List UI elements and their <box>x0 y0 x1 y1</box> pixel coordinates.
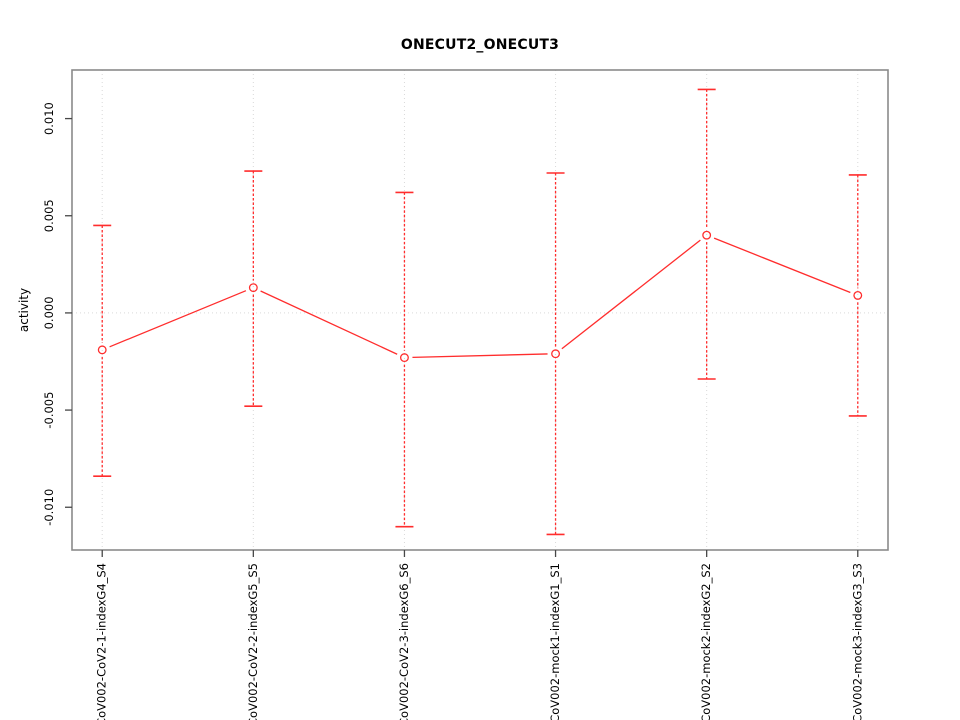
x-category-label: CoV002-mock3-indexG3_S3 <box>850 563 864 720</box>
y-tick-label: 0.000 <box>42 296 56 329</box>
plot-box <box>71 69 889 551</box>
data-point-marker <box>97 345 107 355</box>
y-tick-label: 0.010 <box>42 102 56 135</box>
x-category-label: CoV002-CoV2-2-indexG5_S5 <box>246 563 260 720</box>
y-tick-label: -0.005 <box>42 392 56 429</box>
series-line-segment <box>412 353 548 359</box>
x-category-label: CoV002-mock2-indexG2_S2 <box>699 563 713 720</box>
series-line-segment <box>109 290 247 348</box>
data-point-marker <box>248 283 258 293</box>
chart-title: ONECUT2_ONECUT3 <box>400 37 560 53</box>
data-point-marker <box>551 349 561 359</box>
x-category-label: CoV002-CoV2-3-indexG6_S6 <box>397 563 411 720</box>
series-line-segment <box>561 239 701 350</box>
y-tick-label: -0.010 <box>42 489 56 526</box>
x-category-label: CoV002-mock1-indexG1_S1 <box>548 563 562 720</box>
y-tick-label: 0.005 <box>42 199 56 232</box>
data-point-marker <box>853 290 863 300</box>
data-point-marker <box>399 353 409 363</box>
x-category-label: CoV002-CoV2-1-indexG4_S4 <box>95 563 109 720</box>
data-point-marker <box>702 230 712 240</box>
series-line-segment <box>260 290 398 355</box>
series-line-segment <box>713 237 851 294</box>
